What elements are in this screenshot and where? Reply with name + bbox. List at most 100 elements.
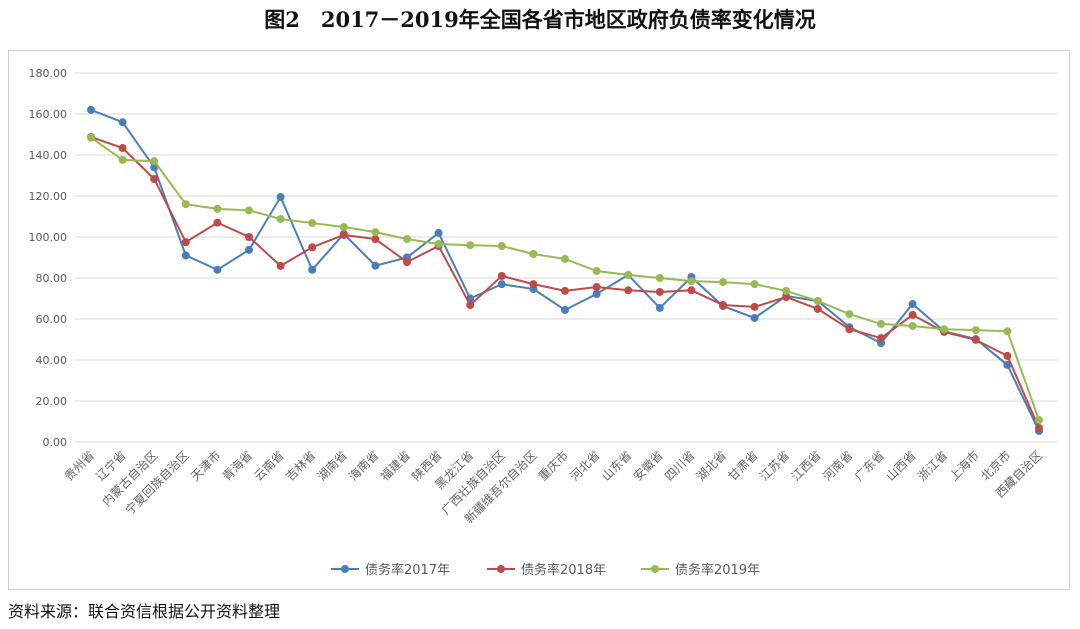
data-point (845, 310, 854, 319)
x-tick-label: 贵州省 (62, 448, 97, 483)
data-point (877, 334, 885, 343)
data-point (529, 280, 538, 289)
x-tick-label: 上海市 (946, 448, 982, 484)
x-tick-label: 吉林省 (283, 448, 318, 483)
x-tick-label: 山西省 (883, 448, 918, 483)
data-point (150, 174, 159, 183)
data-point (466, 241, 475, 250)
data-point (561, 254, 569, 263)
y-tick-label: 0.00 (43, 436, 68, 449)
data-point (308, 243, 317, 252)
data-point (971, 335, 980, 344)
data-point (497, 242, 506, 251)
data-point (750, 313, 759, 322)
x-tick-label: 湖北省 (693, 448, 729, 484)
data-point (1035, 416, 1043, 425)
data-point (592, 289, 601, 298)
data-point (371, 235, 380, 244)
legend-item: 债务率2017年 (331, 562, 450, 578)
data-point (1035, 424, 1043, 433)
data-point (276, 214, 285, 223)
data-point (750, 302, 759, 311)
data-point (181, 251, 190, 260)
data-point (592, 283, 601, 292)
legend-item: 债务率2018年 (487, 562, 606, 578)
series-line (90, 136, 1040, 429)
legend-label: 债务率2018年 (521, 562, 606, 578)
data-point (118, 118, 127, 127)
data-point (466, 301, 475, 310)
x-tick-label: 甘肃省 (725, 448, 760, 483)
data-point (561, 286, 569, 295)
series-line (90, 108, 1040, 432)
y-tick-label: 60.00 (36, 313, 68, 326)
data-point (655, 303, 664, 312)
data-point (624, 286, 633, 295)
data-point (1003, 351, 1012, 360)
data-point (403, 235, 411, 244)
legend-label: 债务率2019年 (675, 562, 760, 578)
source-note: 资料来源：联合资信根据公开资料整理 (8, 602, 281, 621)
legend-item: 债务率2019年 (641, 562, 760, 578)
data-point (339, 230, 348, 239)
data-point (782, 293, 791, 302)
line-chart: 0.00 20.00 40.00 60.00 80.00 100.00 120.00 140.… (29, 67, 1057, 578)
x-tick-label: 青海省 (219, 448, 255, 484)
data-point (87, 133, 95, 142)
data-point (719, 278, 727, 287)
data-point (655, 287, 664, 296)
data-point (971, 326, 980, 335)
legend-marker (651, 565, 659, 573)
data-point (624, 270, 633, 279)
data-point (213, 218, 222, 227)
data-point (908, 300, 917, 309)
x-tick-label: 天津市 (187, 448, 223, 484)
data-point (118, 155, 127, 164)
data-point (813, 304, 822, 313)
data-point (687, 286, 696, 295)
data-point (118, 144, 127, 153)
data-point (877, 319, 885, 328)
y-tick-label: 80.00 (36, 272, 68, 285)
chart-title: 图2 2017－2019年全国各省市地区政府负债率变化情况 (264, 7, 816, 32)
data-point (529, 250, 538, 259)
x-tick-label: 海南省 (345, 448, 381, 484)
legend-marker (497, 565, 505, 573)
chart-frame: 0.00 20.00 40.00 60.00 80.00 100.00 120.00 140.… (8, 50, 1070, 590)
data-point (592, 267, 601, 276)
x-tick-label: 四川省 (662, 448, 697, 483)
data-point (403, 258, 411, 267)
y-tick-label: 160.00 (29, 108, 68, 121)
data-point (434, 239, 443, 248)
series-line (90, 136, 1040, 421)
data-point (719, 301, 727, 310)
data-point (908, 310, 917, 319)
x-tick-label: 云南省 (251, 448, 287, 484)
y-tick-label: 180.00 (29, 67, 68, 80)
legend-label: 债务率2017年 (365, 562, 450, 578)
data-point (276, 261, 285, 270)
data-point (371, 228, 380, 237)
y-tick-label: 40.00 (36, 354, 68, 367)
data-point (245, 233, 253, 241)
data-point (750, 280, 759, 289)
data-point (213, 204, 222, 213)
x-tick-label: 重庆市 (535, 448, 571, 484)
series-2018 (87, 132, 1043, 433)
y-tick-label: 100.00 (29, 231, 68, 244)
data-point (181, 200, 190, 209)
data-point (87, 105, 95, 114)
data-point (371, 261, 380, 270)
x-tick-label: 福建省 (377, 448, 413, 484)
data-point (497, 280, 506, 289)
data-point (561, 305, 569, 314)
x-tick-label: 湖南省 (314, 448, 350, 484)
data-point (845, 325, 854, 334)
x-tick-label: 安徽省 (630, 448, 666, 484)
data-point (1003, 327, 1012, 336)
data-point (782, 286, 791, 295)
x-tick-label: 江苏省 (757, 448, 792, 483)
data-point (687, 277, 696, 286)
y-tick-label: 140.00 (29, 149, 68, 162)
x-tick-label: 河北省 (567, 448, 602, 483)
